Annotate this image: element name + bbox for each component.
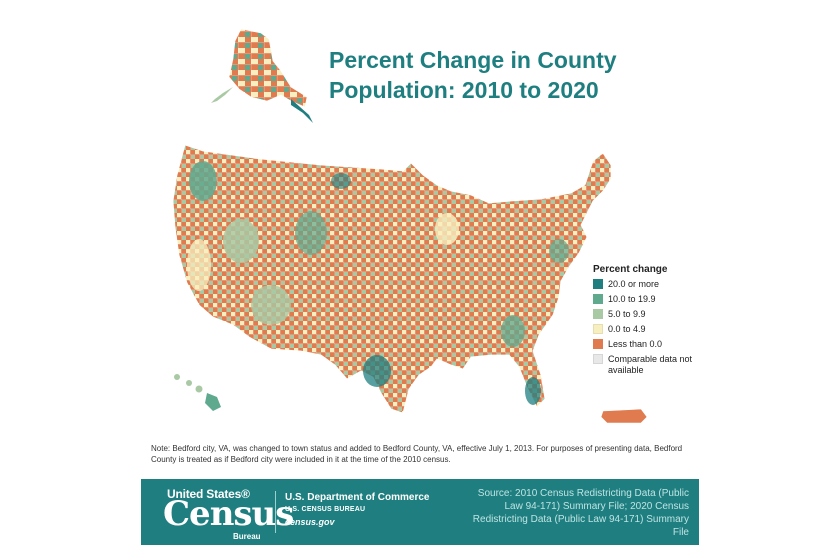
legend-swatch: [593, 324, 603, 334]
legend-label: 20.0 or more: [608, 279, 660, 289]
department-name: U.S. Department of Commerce: [285, 492, 430, 503]
map-title: Percent Change in County Population: 201…: [329, 45, 649, 105]
footnote: Note: Bedford city, VA, was changed to t…: [151, 444, 683, 464]
legend-label: 0.0 to 4.9: [608, 324, 646, 334]
legend-label: 5.0 to 9.9: [608, 309, 646, 319]
logo-top-text: United States®: [167, 487, 250, 501]
logo-sub-text: Bureau: [233, 532, 261, 541]
legend-item-20-plus: 20.0 or more: [593, 279, 703, 290]
title-line-1: Percent Change in County: [329, 47, 617, 73]
legend-swatch: [593, 279, 603, 289]
bureau-name: U.S. CENSUS BUREAU: [285, 506, 366, 513]
census-logo: United States® Census Bureau: [163, 483, 294, 541]
legend-label: 10.0 to 19.9: [608, 294, 656, 304]
legend-swatch: [593, 339, 603, 349]
hawaii-region: [174, 374, 221, 411]
legend-item-5-9: 5.0 to 9.9: [593, 309, 703, 320]
legend-item-0-4: 0.0 to 4.9: [593, 324, 703, 335]
legend-label: Less than 0.0: [608, 339, 663, 349]
legend: Percent change 20.0 or more 10.0 to 19.9…: [593, 264, 703, 380]
legend-label: Comparable data not available: [608, 354, 693, 375]
legend-item-10-19: 10.0 to 19.9: [593, 294, 703, 305]
legend-item-negative: Less than 0.0: [593, 339, 703, 350]
poster: Percent Change in County Population: 201…: [141, 15, 699, 545]
legend-item-not-available: Comparable data not available: [593, 354, 703, 376]
footer: United States® Census Bureau U.S. Depart…: [141, 479, 699, 545]
title-line-2: Population: 2010 to 2020: [329, 77, 599, 103]
website-link[interactable]: census.gov: [285, 517, 335, 527]
legend-swatch: [593, 309, 603, 319]
contiguous-us-region: [172, 144, 612, 414]
puerto-rico-region: [600, 408, 648, 424]
legend-swatch: [593, 354, 603, 364]
legend-swatch: [593, 294, 603, 304]
footer-divider: [275, 491, 276, 533]
logo-main-text: Census: [163, 494, 294, 534]
legend-title: Percent change: [593, 264, 668, 275]
county-map: [172, 28, 648, 424]
source-note: Source: 2010 Census Redistricting Data (…: [472, 488, 689, 538]
alaska-region: [211, 28, 313, 123]
department-info: U.S. Department of Commerce U.S. CENSUS …: [285, 491, 445, 528]
